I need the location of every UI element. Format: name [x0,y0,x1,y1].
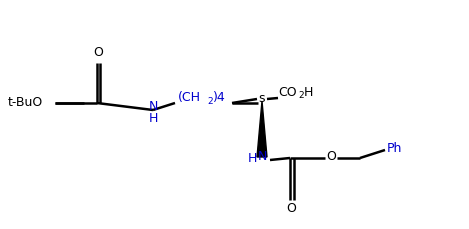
Text: O: O [286,202,296,215]
Polygon shape [257,101,267,157]
Text: H: H [248,152,257,164]
Text: H: H [148,112,158,125]
Text: t-BuO: t-BuO [8,96,43,109]
Text: O: O [326,150,336,164]
Text: H: H [304,85,313,98]
Text: Ph: Ph [387,142,402,155]
Text: N: N [148,101,158,114]
Text: 2: 2 [207,96,212,106]
Text: CO: CO [278,85,296,98]
Text: )4: )4 [213,92,226,104]
Text: O: O [93,46,103,58]
Text: s: s [259,93,265,106]
Text: (CH: (CH [178,92,201,104]
Text: N: N [258,150,267,164]
Text: 2: 2 [298,90,303,99]
